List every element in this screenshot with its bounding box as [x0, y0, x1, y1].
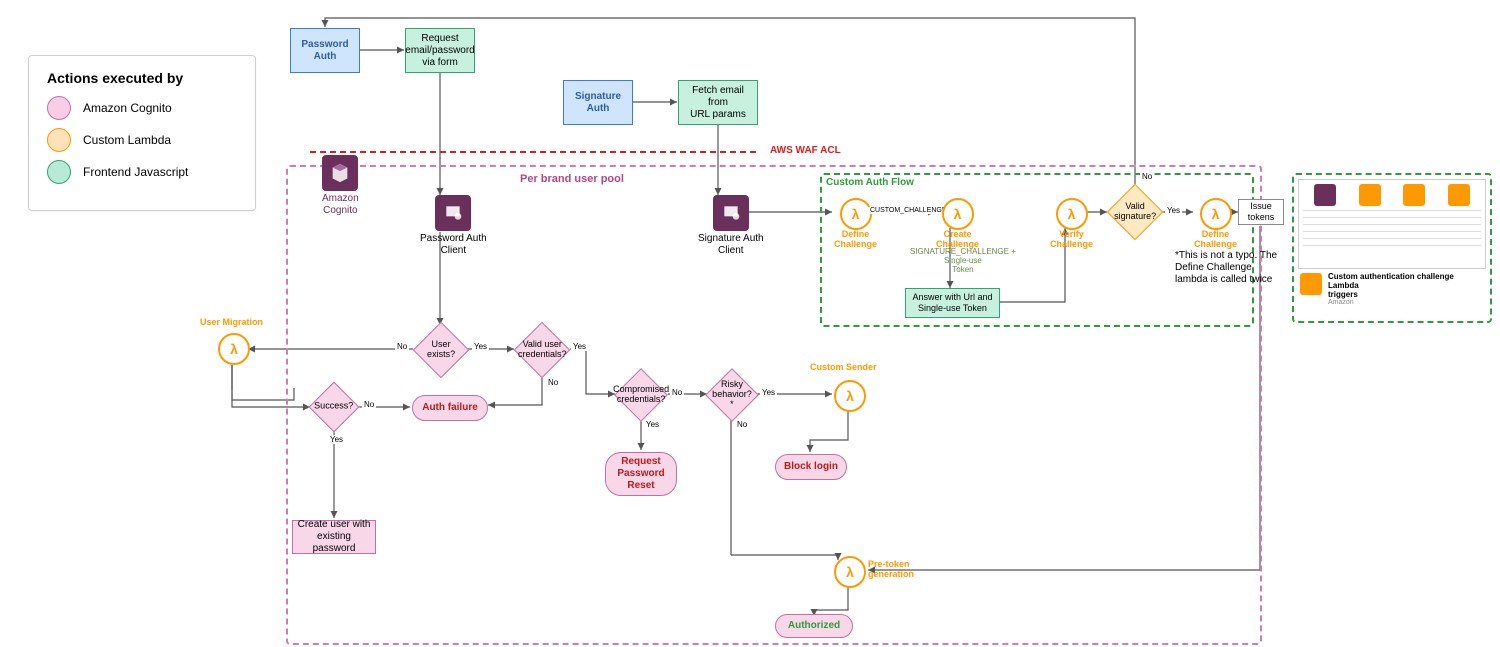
lambda-label: DefineChallenge [834, 230, 877, 250]
customflow-title: Custom Auth Flow [826, 177, 914, 189]
legend-item-cognito: Amazon Cognito [47, 96, 237, 120]
node-answer-url: Answer with Url andSingle-use Token [905, 288, 1000, 318]
lambda-icon: λ [218, 333, 250, 365]
diamond-label: Valid usercredentials? [518, 340, 567, 360]
mini-lambda-icon [1403, 184, 1425, 206]
node-label: Requestemail/passwordvia form [405, 33, 474, 69]
typo-note: *This is not a typo. TheDefine Challenge… [1175, 250, 1305, 286]
node-request-form: Requestemail/passwordvia form [405, 28, 475, 73]
lambda-label: VerifyChallenge [1050, 230, 1093, 250]
node-label: PasswordAuth [301, 39, 348, 63]
custom-sender-label: Custom Sender [810, 363, 877, 373]
mini-lambda-icon [1300, 273, 1322, 295]
edge-no: No [670, 388, 684, 397]
cognito-label: AmazonCognito [322, 193, 359, 216]
swatch-lambda [47, 128, 71, 152]
legend-title: Actions executed by [47, 70, 237, 86]
lambda-define-challenge-1: λ DefineChallenge [834, 198, 877, 250]
diamond-label: Riskybehavior?* [712, 380, 752, 410]
lambda-label: DefineChallenge [1194, 230, 1237, 250]
node-password-auth: PasswordAuth [290, 28, 360, 73]
node-label: Authorized [788, 620, 840, 632]
waf-label: AWS WAF ACL [770, 145, 841, 157]
userpool-title: Per brand user pool [520, 173, 624, 186]
cognito-service-icon: AmazonCognito [322, 155, 359, 216]
lambda-icon: λ [1056, 198, 1088, 230]
inset-sequence [1298, 179, 1486, 269]
client-label: Signature AuthClient [698, 233, 764, 256]
node-label: Auth failure [422, 402, 478, 414]
node-label: Fetch email fromURL params [683, 85, 753, 121]
swatch-cognito [47, 96, 71, 120]
sig-challenge-text: SIGNATURE_CHALLENGE +Single-useToken [910, 247, 1016, 275]
edge-yes: Yes [328, 435, 345, 444]
edge-no: No [362, 400, 376, 409]
legend-label: Frontend Javascript [83, 165, 188, 179]
cognito-icon [322, 155, 358, 191]
node-authorized: Authorized [775, 614, 853, 638]
node-block-login: Block login [775, 454, 847, 480]
lambda-icon: λ [834, 380, 866, 412]
node-fetch-url: Fetch email fromURL params [678, 80, 758, 125]
diamond-label: Validsignature? [1114, 202, 1156, 222]
lambda-icon: λ [942, 198, 974, 230]
diamond-label: Compromisedcredentials? [613, 385, 669, 405]
edge-yes: Yes [1165, 206, 1182, 215]
lambda-icon: λ [834, 556, 866, 588]
lambda-user-migration: λ [218, 333, 250, 365]
client-icon [713, 195, 749, 231]
edge-yes: Yes [760, 388, 777, 397]
node-issue-tokens: Issuetokens [1238, 199, 1284, 225]
edge-yes: Yes [571, 342, 588, 351]
lambda-icon: λ [1200, 198, 1232, 230]
legend-panel: Actions executed by Amazon Cognito Custo… [28, 55, 256, 211]
node-label: Issuetokens [1248, 201, 1275, 223]
lambda-verify-challenge: λ VerifyChallenge [1050, 198, 1093, 250]
node-label: Answer with Url andSingle-use Token [912, 292, 992, 314]
node-label: Block login [784, 461, 838, 473]
client-icon [435, 195, 471, 231]
diamond-label: Success? [314, 402, 353, 412]
mini-lambda-icon [1359, 184, 1381, 206]
inset-diagram: Custom authentication challenge Lambdatr… [1292, 173, 1492, 323]
edge-yes: Yes [644, 420, 661, 429]
client-label: Password AuthClient [420, 233, 487, 256]
swatch-frontend [47, 160, 71, 184]
lambda-define-challenge-2: λ DefineChallenge [1194, 198, 1237, 250]
node-request-pwd-reset: RequestPasswordReset [605, 452, 677, 496]
node-label: SignatureAuth [575, 91, 621, 115]
node-pwd-client: Password AuthClient [420, 195, 487, 256]
lambda-pre-token: λ [834, 556, 866, 588]
lambda-icon: λ [840, 198, 872, 230]
node-label: RequestPasswordReset [617, 456, 664, 492]
lambda-custom-sender: λ [834, 380, 866, 412]
node-auth-failure: Auth failure [412, 395, 488, 421]
node-signature-auth: SignatureAuth [563, 80, 633, 125]
legend-item-frontend: Frontend Javascript [47, 160, 237, 184]
edge-yes: Yes [472, 342, 489, 351]
node-label: Create user withexisting password [297, 519, 371, 555]
inset-sub: Amazon [1328, 299, 1486, 306]
edge-no: No [1140, 172, 1154, 181]
user-migration-label: User Migration [200, 318, 263, 328]
mini-lambda-icon [1448, 184, 1470, 206]
legend-item-lambda: Custom Lambda [47, 128, 237, 152]
edge-no: No [546, 378, 560, 387]
legend-label: Custom Lambda [83, 133, 171, 147]
mini-cognito-icon [1314, 184, 1336, 206]
edge-no: No [735, 420, 749, 429]
legend-label: Amazon Cognito [83, 101, 172, 115]
pre-token-label: Pre-tokengeneration [868, 560, 914, 580]
lambda-create-challenge: λ CreateChallenge [936, 198, 979, 250]
diamond-label: User exists? [422, 340, 460, 360]
node-sig-client: Signature AuthClient [698, 195, 764, 256]
inset-caption: Custom authentication challenge Lambdatr… [1328, 273, 1486, 299]
edge-no: No [395, 342, 409, 351]
node-create-user: Create user withexisting password [292, 520, 376, 554]
